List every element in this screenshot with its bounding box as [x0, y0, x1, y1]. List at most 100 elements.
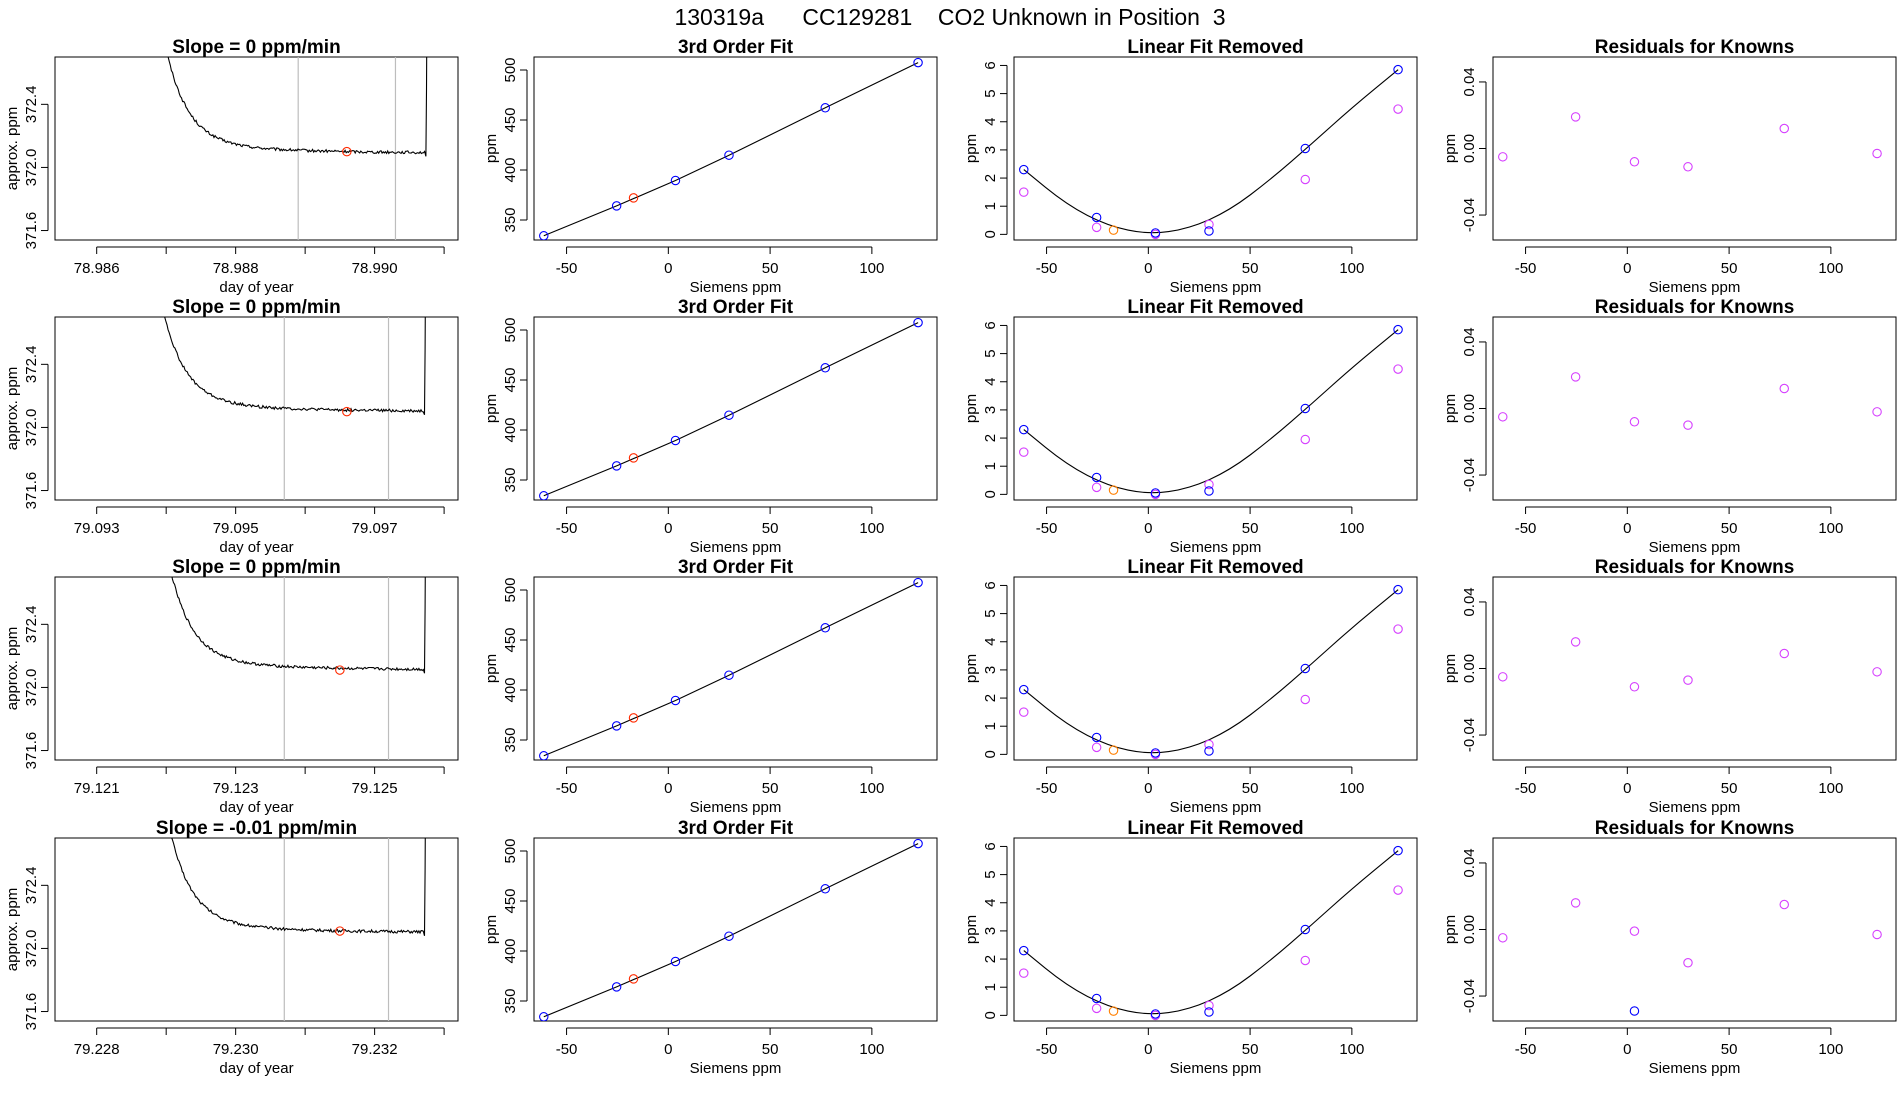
mean-point	[342, 406, 352, 417]
plot-area	[164, 317, 426, 500]
y-tick-label: 2	[982, 434, 999, 442]
x-tick-label: 78.988	[213, 260, 259, 277]
x-tick-label: 100	[859, 1041, 884, 1058]
panel-linear-4: Linear Fit Removed -50 0 50 100 0 1 2 3 4 5 6 Siemen…	[963, 818, 1418, 1077]
known-point	[1091, 472, 1102, 483]
removed-point	[1091, 222, 1102, 233]
y-axis-label: ppm	[1442, 654, 1459, 683]
known-point	[820, 363, 831, 373]
y-axis-label: ppm	[483, 134, 500, 163]
x-tick-label: 100	[1818, 260, 1843, 277]
x-tick-label: 50	[1721, 260, 1738, 277]
plot-frame	[1492, 56, 1897, 241]
x-tick-label: -50	[1036, 1041, 1058, 1058]
y-tick-label: 1	[982, 462, 999, 470]
removed-point	[1393, 364, 1403, 374]
residual-point	[1498, 152, 1508, 162]
removed-point	[1019, 447, 1029, 457]
x-tick-label: 100	[1818, 780, 1843, 797]
x-tick-label: 0	[1144, 520, 1152, 537]
y-tick-label: 400	[502, 677, 519, 702]
panel-trace-3: Slope = 0 ppm/min 79.121 79.123 79.125 371.6…	[4, 557, 459, 816]
panel-residuals-3: Residuals for Knowns -50 0 50 100 -0.04 0.00 0.…	[1442, 557, 1897, 816]
y-tick-label: 2	[982, 174, 999, 182]
x-tick-label: 78.986	[74, 260, 120, 277]
x-tick-label: 79.121	[74, 780, 120, 797]
x-tick-label: -50	[1515, 1041, 1537, 1058]
panel-linear-2: Linear Fit Removed -50 0 50 100 0 1 2 3 4 5 6 Siemen…	[963, 297, 1418, 556]
known-point	[611, 721, 622, 731]
known-point	[1019, 684, 1029, 695]
known-point	[1204, 1007, 1214, 1017]
panel-linear-3: Linear Fit Removed -50 0 50 100 0 1 2 3 4 5 6 Siemen…	[963, 557, 1418, 816]
x-tick-label: 0	[1623, 780, 1631, 797]
x-tick-label: -50	[1515, 780, 1537, 797]
plot-frame	[533, 576, 938, 761]
y-axis-label: ppm	[963, 394, 980, 423]
x-tick-label: 0	[1623, 520, 1631, 537]
known-point	[1393, 845, 1403, 856]
y-tick-label: 372.4	[23, 346, 40, 384]
y-tick-label: 0	[982, 230, 999, 238]
fit-line	[543, 322, 919, 497]
y-tick-label: 400	[502, 157, 519, 182]
x-tick-label: 50	[762, 520, 779, 537]
residual-point	[1498, 672, 1508, 682]
y-tick-label: 500	[502, 317, 519, 342]
panel-title: Linear Fit Removed	[1127, 557, 1303, 578]
y-tick-label: 350	[502, 727, 519, 752]
known-point	[1091, 993, 1102, 1004]
x-tick-label: 50	[1721, 780, 1738, 797]
panel-fit-2: 3rd Order Fit -50 0 50 100 350 400 450 500 Siemen…	[483, 297, 938, 556]
x-tick-label: 79.095	[213, 520, 259, 537]
x-tick-label: -50	[1036, 260, 1058, 277]
y-tick-label: 371.6	[23, 472, 40, 510]
known-point	[1019, 945, 1029, 956]
x-axis-label: Siemens ppm	[1649, 539, 1741, 556]
x-axis-label: Siemens ppm	[690, 539, 782, 556]
x-tick-label: 100	[1818, 1041, 1843, 1058]
known-point	[1091, 212, 1102, 223]
y-tick-label: 3	[982, 666, 999, 674]
residual-point	[1570, 372, 1581, 382]
x-tick-label: -50	[1515, 520, 1537, 537]
x-tick-label: -50	[1515, 260, 1537, 277]
plot-frame	[54, 837, 459, 1022]
y-tick-label: 6	[982, 842, 999, 850]
x-tick-label: 0	[664, 780, 672, 797]
removed-point	[1204, 1000, 1214, 1011]
x-axis-label: Siemens ppm	[1649, 799, 1741, 816]
y-tick-label: 450	[502, 627, 519, 652]
plot-area	[1019, 845, 1403, 1021]
removed-point	[1204, 479, 1214, 490]
y-tick-label: 5	[982, 870, 999, 878]
plot-area	[539, 577, 923, 760]
x-tick-label: 0	[664, 260, 672, 277]
panel-title: Linear Fit Removed	[1127, 297, 1303, 318]
panel-title: Residuals for Knowns	[1595, 297, 1795, 318]
x-tick-label: 79.123	[213, 780, 259, 797]
removed-point	[1300, 434, 1311, 445]
unknown-point	[1108, 225, 1119, 235]
y-tick-label: 4	[982, 118, 999, 126]
y-tick-label: 3	[982, 146, 999, 154]
y-tick-label: -0.04	[1461, 979, 1478, 1013]
y-axis-label: ppm	[483, 394, 500, 423]
y-axis-label: approx. ppm	[4, 107, 21, 190]
y-axis-label: ppm	[963, 915, 980, 944]
known-point	[539, 751, 549, 760]
plot-frame	[533, 837, 938, 1022]
y-tick-label: 6	[982, 61, 999, 69]
residual-point	[1570, 112, 1581, 122]
known-point	[670, 956, 681, 967]
removed-point	[1019, 707, 1029, 717]
fit-line	[543, 582, 919, 757]
residual-point	[1498, 933, 1508, 943]
x-tick-label: 50	[1242, 780, 1259, 797]
y-tick-label: 400	[502, 938, 519, 963]
mean-point	[342, 146, 352, 157]
x-tick-label: 79.093	[74, 520, 120, 537]
known-point	[724, 931, 734, 941]
plot-frame	[1492, 576, 1897, 761]
y-tick-label: 0.00	[1461, 394, 1478, 423]
